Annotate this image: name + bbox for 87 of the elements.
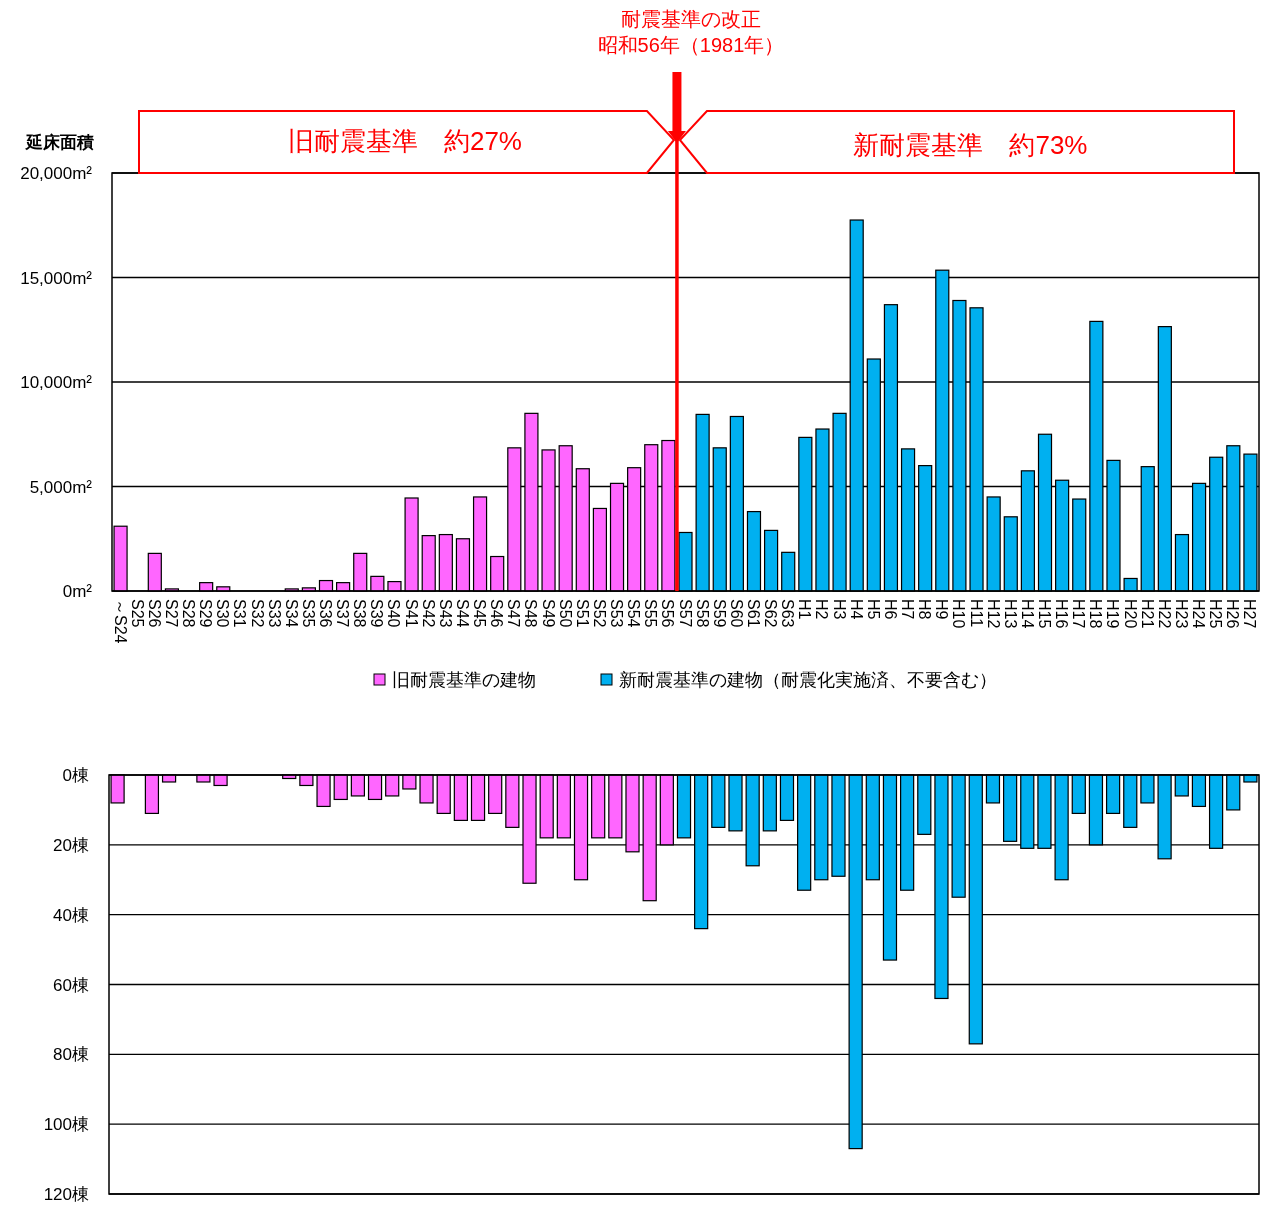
x-tick-label: S29	[197, 599, 215, 628]
x-tick-label: H3	[830, 599, 848, 620]
x-tick-label: H27	[1241, 599, 1259, 629]
x-tick-label: S57	[676, 599, 694, 628]
x-tick-label: H16	[1053, 599, 1071, 629]
x-tick-label: S59	[710, 599, 728, 628]
y-tick-label: 10,000m²	[20, 373, 93, 392]
x-tick-label: H21	[1138, 599, 1156, 629]
x-tick-label: S55	[642, 599, 660, 628]
x-tick-label: H13	[1001, 599, 1019, 629]
x-tick-label: S62	[762, 599, 780, 628]
legend-label: 旧耐震基準の建物	[392, 670, 536, 690]
y-tick-label: 20棟	[53, 835, 89, 855]
x-tick-label: S26	[145, 599, 163, 628]
x-tick-label: S52	[590, 599, 608, 628]
x-tick-label: S45	[471, 599, 489, 628]
y-tick-label: 15,000m²	[20, 268, 93, 288]
x-tick-label: S38	[351, 599, 369, 628]
x-tick-label: H6	[881, 599, 899, 620]
y-tick-label: 60棟	[53, 975, 89, 995]
x-tick-label: S40	[385, 599, 403, 628]
x-tick-label: H2	[813, 599, 831, 620]
chart-title: 耐震基準の改正	[620, 8, 761, 30]
y-tick-label: 40棟	[53, 905, 89, 925]
legend-label: 新耐震基準の建物（耐震化実施済、不要含む）	[619, 670, 997, 690]
x-tick-label: H1	[796, 599, 814, 620]
x-tick-label: H14	[1018, 599, 1036, 629]
x-tick-label: H4	[847, 599, 865, 620]
text: 旧耐震基準 約27%	[287, 126, 522, 156]
x-tick-label: S41	[402, 599, 420, 628]
x-tick-label: H7	[899, 599, 917, 620]
y-tick-label: 0棟	[62, 766, 89, 785]
x-tick-label: H9	[933, 599, 951, 620]
x-tick-label: H10	[950, 599, 968, 629]
x-tick-label: H24	[1190, 599, 1208, 629]
y-tick-label: 5,000m²	[29, 477, 93, 497]
text: 新耐震基準 約73%	[853, 130, 1088, 160]
x-tick-label: S35	[299, 599, 317, 628]
x-tick-label: S27	[162, 599, 180, 628]
x-tick-label: S30	[214, 599, 232, 628]
x-tick-label: H18	[1087, 599, 1105, 629]
x-tick-label: H23	[1172, 599, 1190, 629]
x-tick-label: S51	[573, 599, 591, 628]
ref-line-label: 昭和56年（1981年）	[597, 34, 785, 56]
x-tick-label: S46	[488, 599, 506, 628]
x-tick-label: S61	[744, 599, 762, 628]
x-tick-label: S39	[368, 599, 386, 628]
x-tick-label: H15	[1036, 599, 1054, 629]
x-tick-label: H17	[1070, 599, 1088, 629]
y-tick-label: 20,000m²	[20, 164, 93, 183]
x-tick-label: S44	[453, 599, 471, 628]
y-tick-label: 0m²	[62, 582, 93, 601]
x-tick-label: H19	[1104, 599, 1122, 629]
x-tick-label: H12	[984, 599, 1002, 629]
x-tick-label: S33	[265, 599, 283, 628]
x-tick-label: S54	[625, 599, 643, 628]
x-tick-label: S60	[727, 599, 745, 628]
x-tick-label: H11	[967, 599, 985, 628]
reference-line: 昭和56年（1981年）	[597, 34, 785, 591]
x-tick-label: S37	[334, 599, 352, 628]
x-tick-label: S28	[180, 599, 198, 628]
x-tick-label: S47	[505, 599, 523, 628]
x-tick-label: S34	[282, 599, 300, 628]
x-tick-label: S53	[608, 599, 626, 628]
x-tick-label: H26	[1224, 599, 1242, 629]
y-tick-label: 100棟	[43, 1115, 89, 1135]
x-tick-label: H5	[864, 599, 882, 620]
x-tick-label: S31	[231, 599, 249, 628]
x-tick-label: S50	[556, 599, 574, 628]
y-tick-label: 80棟	[53, 1045, 89, 1065]
x-tick-label: S43	[436, 599, 454, 628]
x-tick-label: S56	[659, 599, 677, 628]
y-tick-label: 120棟	[43, 1185, 89, 1204]
x-tick-label: S32	[248, 599, 266, 628]
x-tick-label: H8	[916, 599, 934, 620]
x-tick-label: S25	[128, 599, 146, 628]
x-tick-label: S63	[779, 599, 797, 628]
x-tick-label: H20	[1121, 599, 1139, 629]
x-tick-label: S42	[419, 599, 437, 628]
x-tick-label: S58	[693, 599, 711, 628]
x-tick-label: ～S24	[111, 599, 129, 644]
x-tick-label: H22	[1155, 599, 1173, 629]
x-tick-label: S49	[539, 599, 557, 628]
x-tick-label: S48	[522, 599, 540, 628]
x-tick-label: H25	[1207, 599, 1225, 629]
y-axis-title: 延床面積	[24, 133, 94, 152]
x-tick-label: S36	[316, 599, 334, 628]
